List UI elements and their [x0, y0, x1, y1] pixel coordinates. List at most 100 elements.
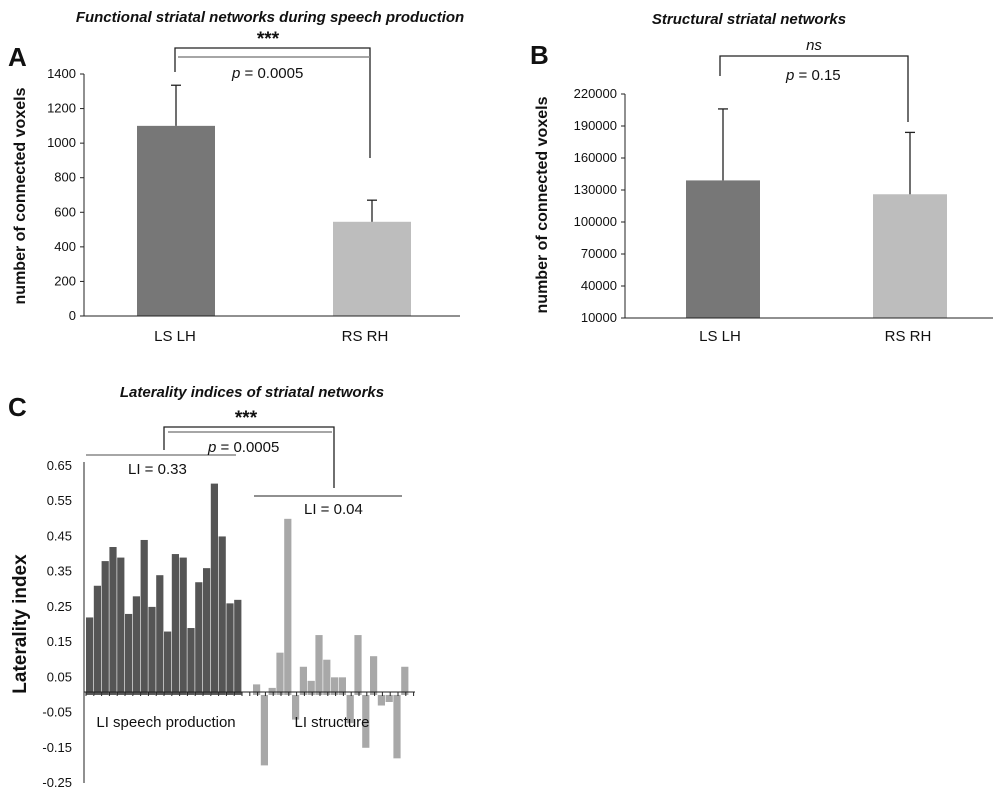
y-tick-label: -0.05	[42, 705, 72, 720]
y-tick-label: 0	[69, 308, 76, 323]
panel-a-significance-stars: ***	[257, 29, 280, 50]
panel-c-letter: C	[8, 392, 27, 422]
y-tick-label: 40000	[581, 278, 617, 293]
panel-a-bars	[137, 84, 411, 316]
panel-a: Functional striatal networks during spee…	[8, 9, 464, 345]
panel-c-p-value: p = 0.0005	[207, 439, 279, 456]
panel-c-significance-stars: ***	[235, 408, 258, 429]
panel-b-category-label: RS RH	[885, 328, 932, 345]
bar	[873, 194, 947, 318]
speech-production-bar	[218, 536, 226, 695]
speech-production-bar	[226, 603, 234, 695]
bar	[686, 180, 760, 318]
speech-production-bar	[234, 599, 242, 695]
panel-c-ylabel: Laterality index	[10, 554, 31, 694]
y-tick-label: 10000	[581, 310, 617, 325]
structure-bar	[292, 694, 300, 720]
panel-a-title: Functional striatal networks during spee…	[76, 9, 464, 26]
panel-c: Laterality indices of striatal networks …	[8, 384, 415, 790]
panel-b-title: Structural striatal networks	[652, 11, 846, 28]
bar	[137, 125, 215, 316]
structure-bar	[331, 677, 339, 695]
panel-c-series-label: LI structure	[294, 714, 369, 731]
speech-production-bar	[101, 561, 109, 695]
y-tick-label: -0.15	[42, 740, 72, 755]
y-tick-label: 600	[54, 204, 76, 219]
panel-b-p-value: p = 0.15	[785, 67, 841, 84]
y-tick-label: 160000	[574, 150, 617, 165]
y-tick-label: 0.25	[47, 599, 72, 614]
structure-bar	[307, 680, 315, 695]
structure-bar	[362, 694, 370, 748]
speech-production-bar	[164, 631, 172, 695]
panel-b-significance-label: ns	[806, 37, 822, 54]
speech-production-bar	[195, 582, 203, 695]
y-tick-label: 100000	[574, 214, 617, 229]
panel-b-category-label: LS LH	[699, 328, 741, 345]
structure-bar	[268, 687, 276, 695]
speech-production-bar	[109, 547, 117, 695]
panel-b-ylabel: number of connected voxels	[534, 96, 551, 313]
y-tick-label: 0.55	[47, 493, 72, 508]
y-tick-label: 220000	[574, 86, 617, 101]
structure-bar	[323, 659, 331, 695]
panel-b-letter: B	[530, 40, 549, 70]
y-tick-label: 0.05	[47, 669, 72, 684]
structure-bar	[338, 677, 346, 695]
panel-b-yticks: 10000 40000 70000 100000 130000 160000 190000 2…	[574, 86, 626, 325]
panel-a-yticks: 0 200 400 600 800 1000 1200 1400	[47, 66, 85, 323]
structure-bar	[260, 694, 268, 766]
panel-a-category-label: LS LH	[154, 328, 196, 345]
panel-c-mean-label: LI = 0.04	[304, 501, 363, 518]
panel-a-category-label: RS RH	[342, 328, 389, 345]
structure-bar	[315, 635, 323, 695]
structure-bar	[385, 694, 393, 702]
panel-a-ylabel: number of connected voxels	[12, 87, 29, 304]
y-tick-label: 200	[54, 273, 76, 288]
panel-a-p-value: p = 0.0005	[231, 65, 303, 82]
y-tick-label: 1200	[47, 101, 76, 116]
speech-production-bar	[156, 575, 164, 695]
structure-bar	[299, 666, 307, 695]
speech-production-bar	[132, 596, 140, 695]
panel-c-yticks: 0.65 0.55 0.45 0.35 0.25 0.15 0.05 -0.05 -0.15 -0…	[42, 458, 85, 790]
panel-c-title: Laterality indices of striatal networks	[120, 384, 384, 401]
speech-production-bar	[187, 628, 195, 695]
panel-a-letter: A	[8, 42, 27, 72]
structure-bar	[370, 656, 378, 695]
y-tick-label: 400	[54, 239, 76, 254]
speech-production-bar	[86, 617, 94, 695]
bar	[333, 221, 411, 316]
panel-c-series-label: LI speech production	[96, 714, 235, 731]
speech-production-bar	[140, 539, 148, 695]
structure-bar	[401, 666, 409, 695]
structure-bar	[276, 652, 284, 695]
y-tick-label: 800	[54, 170, 76, 185]
y-tick-label: 130000	[574, 182, 617, 197]
y-tick-label: 0.65	[47, 458, 72, 473]
panel-c-xticks	[85, 692, 415, 696]
structure-bar	[346, 694, 354, 724]
speech-production-bar	[171, 554, 179, 695]
speech-production-bar	[210, 483, 218, 695]
panel-c-bars	[86, 483, 409, 766]
y-tick-label: 0.15	[47, 634, 72, 649]
speech-production-bar	[148, 606, 156, 695]
y-tick-label: 190000	[574, 118, 617, 133]
y-tick-label: 70000	[581, 246, 617, 261]
y-tick-label: 0.35	[47, 564, 72, 579]
speech-production-bar	[203, 568, 211, 695]
y-tick-label: 1000	[47, 135, 76, 150]
y-tick-label: -0.25	[42, 775, 72, 790]
speech-production-bar	[117, 557, 125, 695]
panel-b: Structural striatal networks B number of…	[530, 11, 993, 345]
speech-production-bar	[125, 613, 133, 695]
panel-a-significance-bracket	[174, 47, 371, 158]
y-tick-label: 0.45	[47, 528, 72, 543]
speech-production-bar	[179, 557, 187, 695]
structure-bar	[284, 518, 292, 695]
panel-c-significance-bracket	[163, 426, 335, 488]
speech-production-bar	[93, 585, 101, 695]
panel-b-significance-bracket	[719, 55, 909, 122]
